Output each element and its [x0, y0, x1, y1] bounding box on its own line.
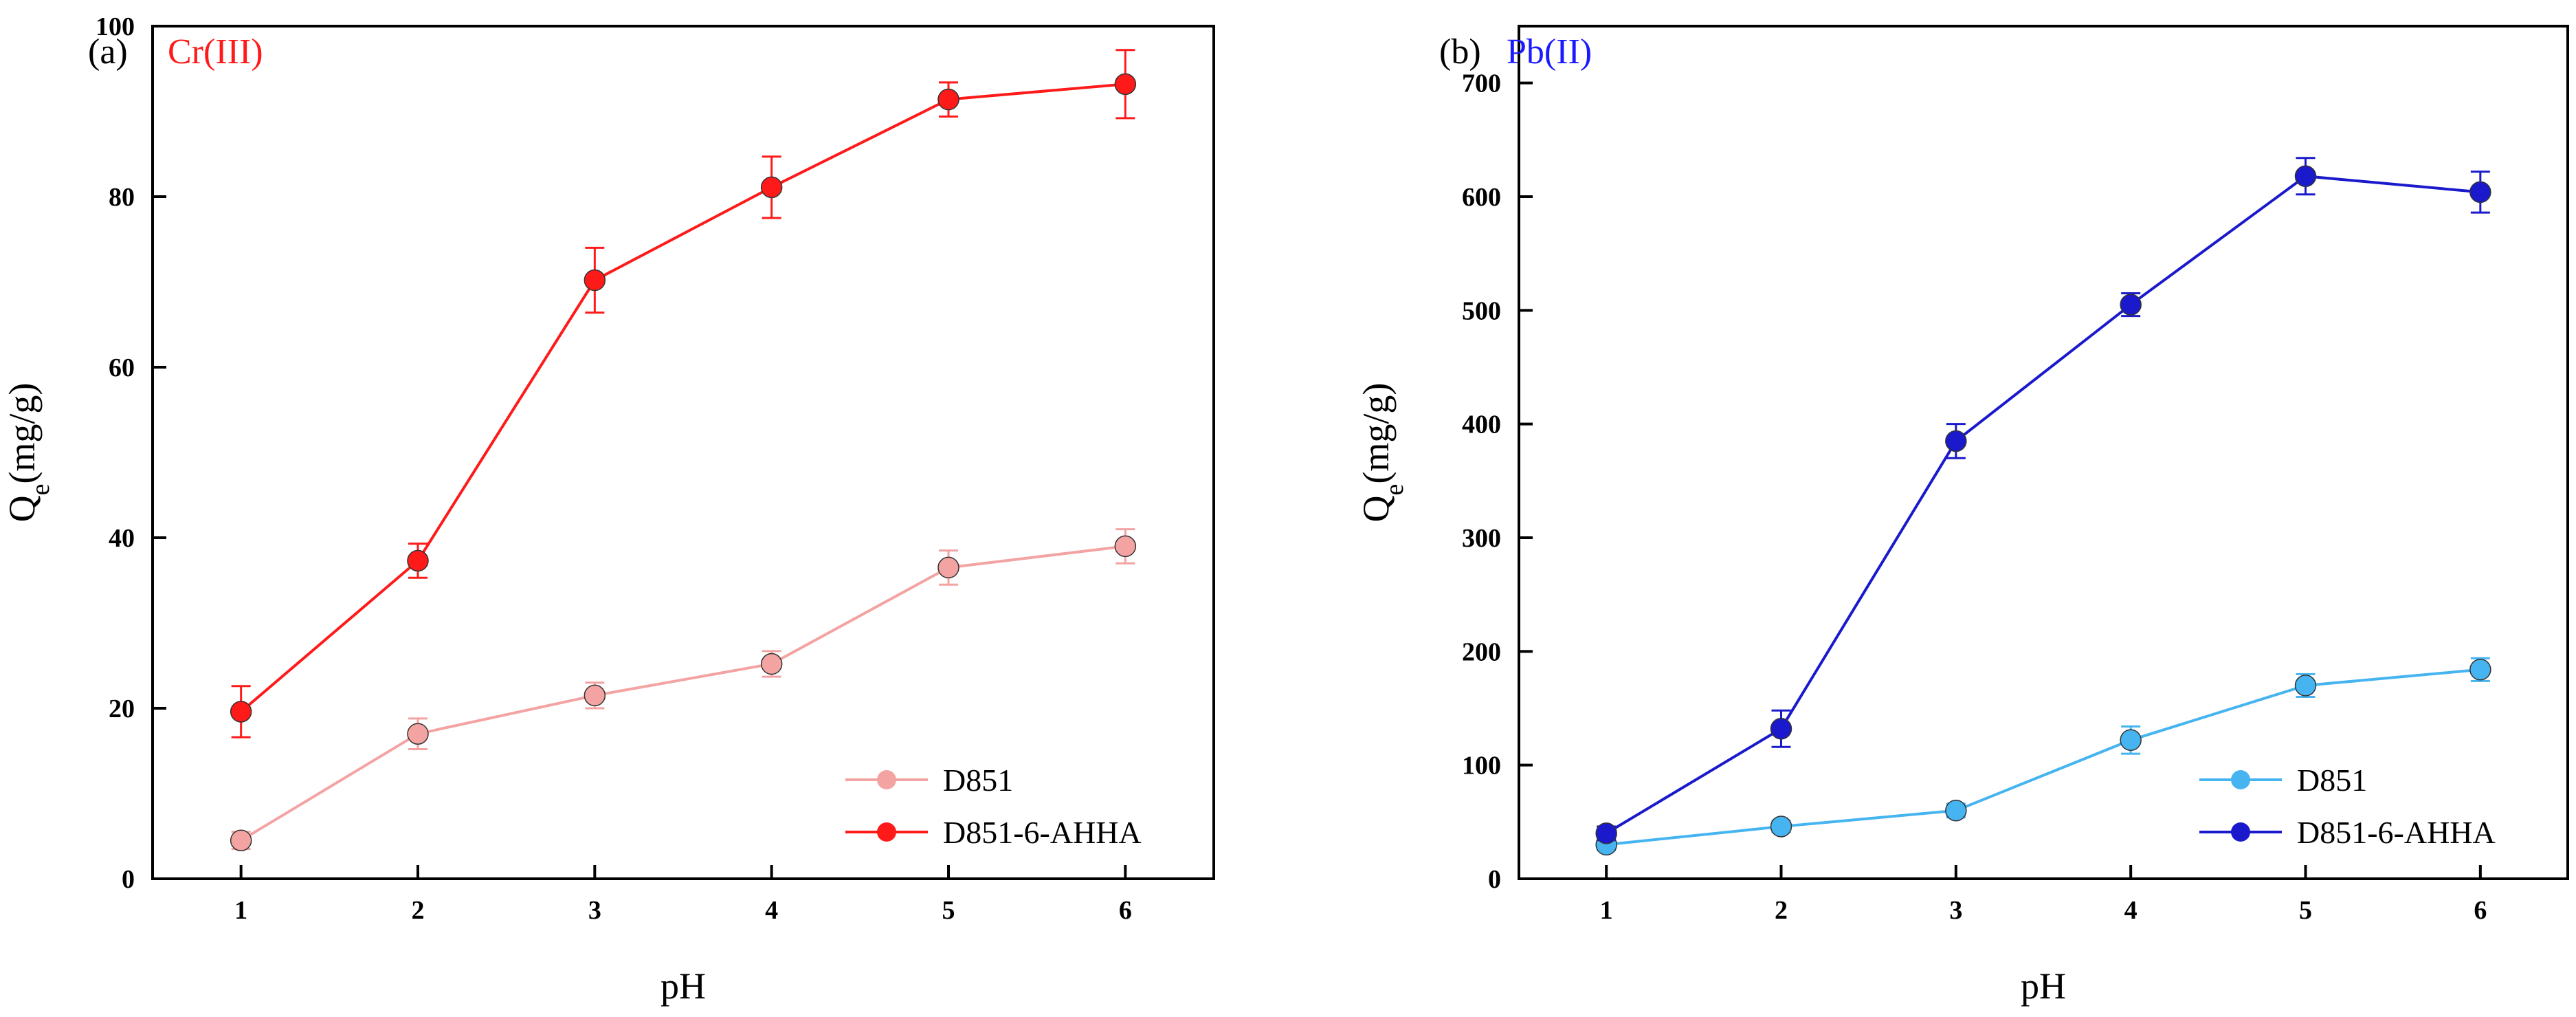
- series-line-a-0: [240, 545, 1126, 842]
- data-point-a-1-3: [760, 176, 783, 199]
- ticks-b: 1 2 3 4 5 6 0 100 200 300 400 500 600 700: [1462, 69, 2487, 925]
- panel-a: (a) Cr(III) Qe(mg/g) pH 1 2 3 4 5 60204060801…: [1, 12, 1215, 1007]
- data-point-a-0-4: [937, 556, 959, 579]
- data-point-a-0-2: [584, 684, 606, 707]
- legend-marker-a-1: [877, 822, 896, 842]
- plot-frame-b: [1518, 25, 2569, 880]
- legend-label-b-0: D851: [2297, 763, 2367, 798]
- y-axis-title-b: Qe(mg/g): [1355, 383, 1409, 523]
- data-point-a-0-0: [230, 829, 252, 851]
- y-tick-label-a-4: 80: [109, 183, 135, 212]
- y-tick-label-b-2: 200: [1462, 637, 1501, 666]
- y-tick-label-b-5: 500: [1462, 296, 1501, 325]
- x-tick-label-a-1: 2: [412, 896, 425, 925]
- data-point-b-1-2: [1945, 430, 1967, 452]
- x-tick-label-a-2: 3: [588, 896, 601, 925]
- x-tick-label-a-4: 5: [942, 896, 955, 925]
- y-tick-label-b-1: 100: [1462, 752, 1501, 780]
- data-point-a-1-4: [937, 88, 959, 111]
- data-point-b-1-5: [2469, 181, 2491, 204]
- data-point-a-1-5: [1114, 73, 1137, 96]
- panel-label-a: (a): [88, 32, 128, 72]
- data-point-b-1-3: [2120, 294, 2142, 316]
- data-point-b-1-0: [1595, 822, 1617, 844]
- ion-label-a: Cr(III): [168, 32, 263, 72]
- data-point-a-0-5: [1114, 535, 1137, 558]
- series-line-a-1: [240, 83, 1126, 713]
- panel-b: (b) Pb(II) Qe(mg/g) pH 1 2 3 4 5 6 0 100 200 300 4…: [1355, 25, 2569, 1007]
- data-point-b-0-5: [2469, 659, 2491, 681]
- data-point-b-1-1: [1770, 718, 1792, 740]
- data-point-b-0-3: [2120, 729, 2142, 752]
- x-tick-label-b-1: 2: [1775, 896, 1788, 925]
- y-tick-label-b-7: 700: [1462, 69, 1501, 98]
- y-tick-label-a-2: 40: [109, 524, 135, 553]
- series-line-b-0: [1606, 668, 2481, 846]
- x-tick-label-a-0: 1: [234, 896, 247, 925]
- x-axis-title-a: pH: [660, 965, 706, 1007]
- ion-label-b: Pb(II): [1507, 32, 1592, 72]
- series-a: [230, 49, 1137, 851]
- legend-marker-b-1: [2231, 822, 2250, 842]
- x-axis-title-b: pH: [2021, 965, 2066, 1007]
- plot-frame-a: [151, 25, 1215, 880]
- y-tick-label-a-0: 0: [122, 865, 135, 894]
- x-tick-label-b-5: 6: [2474, 896, 2487, 925]
- legend-a: D851 D851-6-AHHA: [845, 763, 1142, 850]
- y-tick-label-b-0: 0: [1488, 865, 1501, 894]
- legend-marker-a-0: [877, 770, 896, 789]
- y-tick-label-b-3: 300: [1462, 524, 1501, 553]
- data-point-a-1-2: [584, 269, 606, 292]
- data-point-b-0-4: [2294, 675, 2317, 697]
- legend-label-a-0: D851: [943, 763, 1013, 798]
- x-tick-label-b-0: 1: [1600, 896, 1613, 925]
- x-tick-label-a-5: 6: [1119, 896, 1132, 925]
- legend-label-a-1: D851-6-AHHA: [943, 815, 1142, 850]
- y-tick-label-b-4: 400: [1462, 411, 1501, 439]
- data-point-a-1-0: [230, 701, 252, 723]
- series-b: [1595, 157, 2491, 856]
- legend-marker-b-0: [2231, 770, 2250, 789]
- x-tick-label-a-3: 4: [765, 896, 778, 925]
- data-point-b-0-2: [1945, 800, 1967, 822]
- panel-label-b: (b): [1439, 32, 1481, 72]
- data-point-a-1-1: [407, 549, 429, 572]
- x-tick-label-b-4: 5: [2299, 896, 2312, 925]
- legend-b: D851 D851-6-AHHA: [2199, 763, 2496, 850]
- y-tick-label-a-3: 60: [109, 353, 135, 382]
- y-tick-label-a-5: 100: [96, 12, 135, 41]
- y-axis-title-a: Qe(mg/g): [1, 383, 55, 523]
- legend-label-b-1: D851-6-AHHA: [2297, 815, 2496, 850]
- y-tick-label-b-6: 600: [1462, 183, 1501, 212]
- data-point-b-0-1: [1770, 816, 1792, 838]
- data-point-b-1-4: [2294, 165, 2317, 187]
- data-point-a-0-3: [760, 653, 783, 675]
- series-line-b-1: [1606, 175, 2481, 835]
- data-point-a-0-1: [407, 723, 429, 745]
- x-tick-label-b-3: 4: [2124, 896, 2138, 925]
- x-tick-label-b-2: 3: [1949, 896, 1962, 925]
- y-tick-label-a-1: 20: [109, 695, 135, 723]
